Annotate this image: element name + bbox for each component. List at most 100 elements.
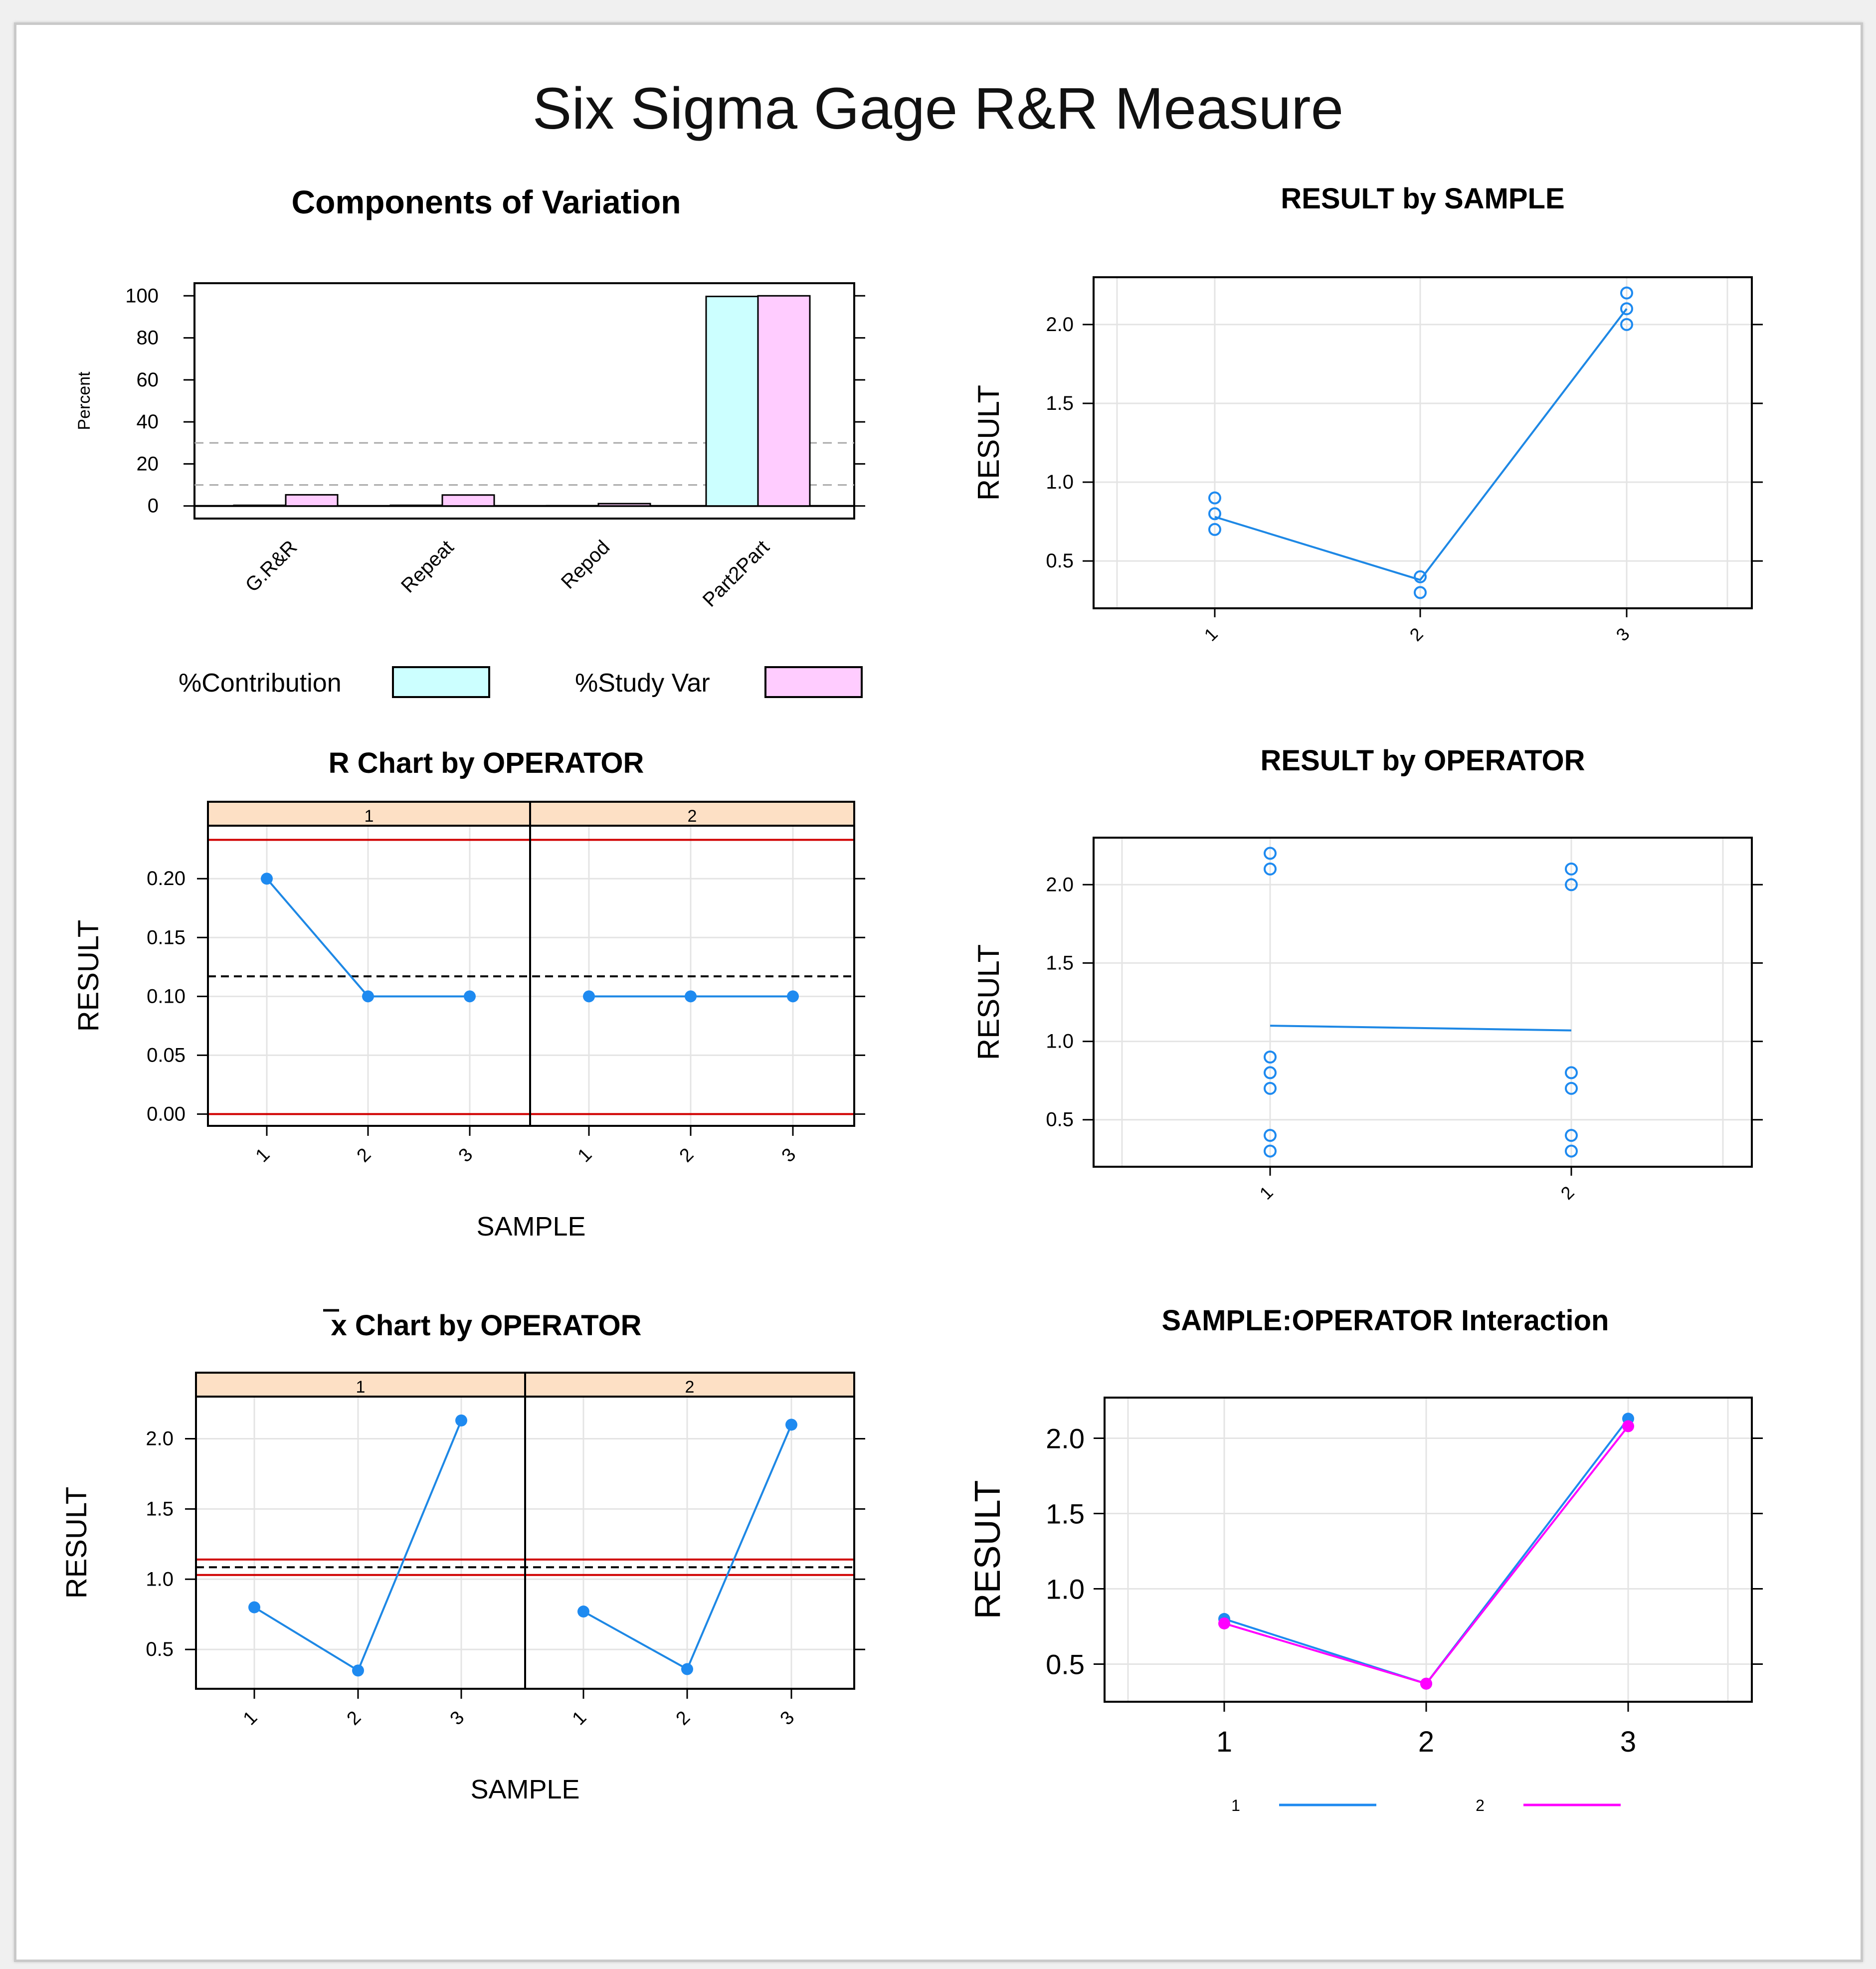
observation-point [1264, 847, 1277, 860]
panel-series-point [248, 1601, 260, 1613]
panel-series-point [583, 990, 595, 1003]
observation-point [1414, 570, 1427, 583]
y-tick-label: 1.0 [1046, 1031, 1074, 1053]
xbar-chart-title: x Chart by OPERATOR [331, 1309, 641, 1342]
panel-strip-label: 1 [365, 807, 374, 826]
legend-studyvar-label: %Study Var [575, 669, 710, 698]
interaction-series-point [1622, 1420, 1634, 1432]
observation-point [1565, 1144, 1578, 1158]
observation-point [1565, 878, 1578, 892]
components-ylabel: Percent [75, 371, 94, 430]
y-tick-label: 80 [137, 327, 159, 349]
y-tick-label: 2.0 [1046, 874, 1074, 895]
x-tick-label: 2 [1557, 1182, 1578, 1204]
result-by-sample: RESULT by SAMPLE RESULT 0.5 1.0 1.5 2.0 1 2 3 [972, 182, 1763, 645]
panel-series-point [362, 990, 374, 1003]
xbar-chart-title-symbol: x [331, 1309, 347, 1342]
x-tick-label: 2 [343, 1707, 366, 1730]
observation-point [1565, 862, 1578, 876]
y-tick-label: 0.5 [1046, 1109, 1074, 1131]
category-label: G.R&R [241, 536, 302, 596]
y-tick-label: 0.10 [147, 985, 186, 1007]
interaction-series-point [1420, 1677, 1432, 1690]
y-tick-label: 0.5 [146, 1638, 174, 1660]
result-by-operator-title: RESULT by OPERATOR [1261, 744, 1585, 777]
observation-point [1264, 1144, 1277, 1158]
x-tick-label: 3 [455, 1144, 477, 1167]
result-by-operator-plot-border [1093, 837, 1753, 1168]
observation-point [1264, 1129, 1277, 1142]
r-chart-ylabel: RESULT [72, 920, 105, 1032]
panel-strip-label: 2 [685, 1378, 695, 1397]
y-tick-label: 2.0 [1046, 314, 1074, 336]
observation-point [1565, 1066, 1578, 1079]
result-by-sample-ylabel: RESULT [972, 385, 1005, 501]
observation-point [1565, 1129, 1578, 1142]
study-var-bar [285, 494, 339, 507]
legend-series-2-label: 2 [1476, 1796, 1485, 1814]
x-tick-label: 1 [574, 1144, 596, 1167]
y-tick-label: 0.5 [1046, 550, 1074, 572]
r-chart-title: R Chart by OPERATOR [329, 747, 644, 779]
panel-series-point [681, 1663, 693, 1675]
x-tick-label: 3 [778, 1144, 800, 1167]
y-tick-label: 2.0 [146, 1428, 174, 1450]
x-tick-label: 1 [239, 1707, 262, 1730]
interaction-plot-border [1104, 1397, 1753, 1703]
interaction-plot-area [1105, 1398, 1752, 1702]
panel-strip [207, 801, 531, 827]
y-tick-label: 1.0 [1046, 471, 1074, 493]
mean-line [1270, 1025, 1572, 1032]
category-label: Repod [557, 536, 614, 593]
y-tick-label: 0.5 [1046, 1649, 1085, 1680]
result-by-sample-plot-area [1094, 277, 1752, 608]
observation-point [1264, 862, 1277, 876]
panel-strip-label: 1 [356, 1378, 366, 1397]
x-tick-label: 1 [252, 1144, 274, 1167]
legend-studyvar-swatch [764, 666, 863, 698]
result-by-operator-plot-area [1094, 838, 1752, 1167]
observation-point [1264, 1051, 1277, 1064]
panel-strip [195, 1372, 526, 1398]
observation-point [1264, 1066, 1277, 1079]
y-tick-label: 2.0 [1046, 1423, 1085, 1454]
observation-point [1264, 1081, 1277, 1095]
x-tick-label: 1 [1216, 1726, 1232, 1758]
panel-series-point [455, 1414, 467, 1427]
y-tick-label: 1.5 [1046, 952, 1074, 974]
observation-point [1620, 318, 1633, 331]
interaction-ylabel: RESULT [968, 1480, 1008, 1619]
y-tick-label: 0.00 [147, 1103, 186, 1125]
y-tick-label: 1.0 [146, 1568, 174, 1590]
y-tick-label: 20 [137, 453, 159, 475]
xbar-chart-title-rest: Chart by OPERATOR [347, 1309, 642, 1342]
y-tick-label: 60 [137, 369, 159, 391]
x-tick-label: 2 [353, 1144, 375, 1167]
observation-point [1208, 507, 1221, 521]
category-label: Part2Part [699, 536, 774, 611]
observation-point [1565, 1081, 1578, 1095]
contribution-bar [389, 504, 443, 507]
panel-series-point [787, 990, 799, 1003]
y-tick-label: 1.5 [146, 1498, 174, 1520]
y-tick-label: 0 [148, 495, 159, 517]
legend-series-1-label: 1 [1231, 1796, 1240, 1814]
panel-series-point [785, 1419, 797, 1431]
observation-point [1414, 586, 1427, 599]
study-var-bar [597, 503, 651, 507]
x-tick-label: 1 [1200, 624, 1222, 645]
components-chart: Components of Variation Percent 0 20 40 60 80 1… [75, 183, 865, 698]
contribution-bar [705, 296, 759, 507]
interaction-chart: SAMPLE:OPERATOR Interaction RESULT 0.5 1.0 1… [968, 1304, 1763, 1814]
result-by-operator: RESULT by OPERATOR RESULT 0.5 1.0 1.5 2.0 1 2 [972, 744, 1763, 1204]
interaction-series-point [1218, 1617, 1230, 1629]
observation-point [1620, 286, 1633, 300]
observation-point [1620, 302, 1633, 316]
category-label: Repeat [397, 536, 458, 597]
y-tick-label: 0.05 [147, 1044, 186, 1066]
study-var-bar [757, 295, 811, 507]
panel-strip-label: 2 [688, 807, 697, 826]
y-tick-label: 100 [125, 285, 159, 307]
legend-contribution-swatch [392, 666, 490, 698]
